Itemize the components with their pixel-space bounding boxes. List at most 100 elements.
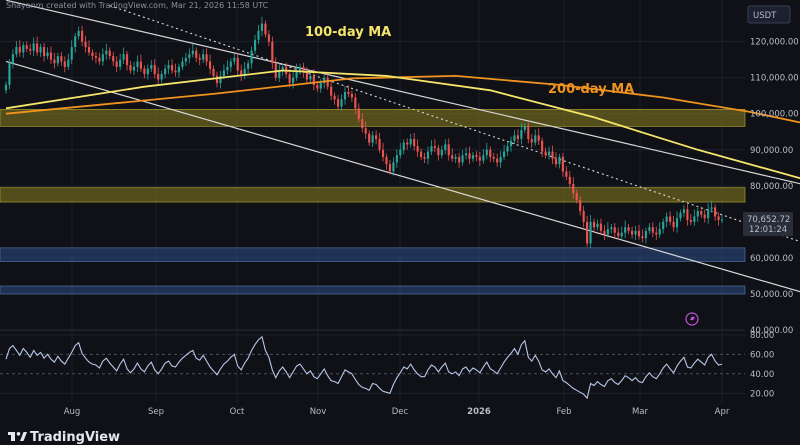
time-tick-label: Dec — [392, 407, 409, 417]
candle-body — [330, 86, 333, 96]
candle-body — [250, 50, 253, 64]
candle-body — [579, 200, 582, 212]
candle-body — [610, 227, 613, 230]
candle-body — [485, 149, 488, 156]
candle-body — [202, 54, 205, 60]
candle-body — [696, 211, 699, 217]
candle-body — [153, 65, 156, 75]
tradingview-logo[interactable]: TradingView — [8, 430, 120, 445]
price-tick-label: 90,000.00 — [750, 146, 793, 156]
candle-body — [295, 70, 298, 78]
candle-body — [260, 23, 264, 31]
rsi-grid — [0, 334, 745, 394]
candle-body — [326, 77, 329, 87]
supply-zone — [0, 187, 746, 203]
candle-body — [693, 216, 696, 222]
candle-body — [157, 74, 160, 80]
candle-body — [139, 61, 142, 69]
candle-body — [648, 227, 651, 231]
candle-body — [520, 129, 523, 139]
candle-body — [288, 74, 291, 84]
candle-body — [74, 36, 77, 48]
price-tick-label: 100,000.00 — [750, 110, 799, 120]
candle-body — [22, 45, 25, 53]
candle-body — [413, 138, 416, 147]
candle-body — [60, 56, 63, 62]
candle-body — [482, 155, 485, 161]
candle-body — [665, 216, 668, 222]
candle-body — [599, 223, 603, 231]
candle-body — [634, 230, 637, 235]
candle-body — [689, 220, 692, 222]
candle-body — [129, 65, 132, 71]
candle-body — [170, 65, 174, 71]
candle-body — [527, 126, 530, 139]
price-tick-label: 80,000.00 — [750, 182, 793, 192]
candle-body — [167, 65, 170, 69]
candle-body — [375, 135, 378, 139]
candle-body — [302, 66, 305, 73]
candle-body — [119, 59, 122, 67]
moving-average-layer — [5, 69, 800, 180]
candle-body — [49, 52, 53, 60]
candle-body — [541, 140, 544, 152]
time-tick-label: Aug — [64, 407, 81, 417]
lightning-icon-ring — [685, 312, 699, 326]
lightning-icon[interactable] — [685, 312, 699, 326]
lightning-icon-bolt — [690, 314, 695, 324]
rsi-axis: 80.00 60.00 40.00 20.00 — [750, 331, 774, 399]
candle-body — [271, 41, 274, 64]
candle-body — [700, 211, 703, 215]
demand-zone — [0, 285, 746, 295]
candle-body — [319, 83, 322, 89]
time-tick-label: Nov — [310, 407, 327, 417]
candle-body — [253, 39, 257, 51]
candle-body — [575, 193, 578, 201]
candle-body — [686, 209, 689, 221]
candle-body — [530, 138, 533, 143]
candle-body — [451, 155, 454, 159]
candle-body — [682, 209, 686, 213]
candle-body — [714, 207, 717, 217]
candle-body — [620, 232, 623, 237]
time-tick-label: 2026 — [467, 407, 491, 417]
candle-body — [354, 97, 357, 109]
currency-badge[interactable]: USDT — [747, 5, 791, 24]
candle-body — [655, 232, 658, 235]
candle-body — [388, 164, 392, 172]
candle-body — [84, 41, 87, 48]
candle-body — [143, 68, 146, 75]
candle-body — [81, 30, 84, 42]
candle-body — [492, 156, 495, 159]
candle-body — [644, 230, 647, 239]
candle-body — [596, 223, 599, 228]
candle-body — [624, 227, 627, 233]
candle-body — [547, 151, 551, 156]
candle-body — [350, 93, 353, 98]
candle-body — [658, 229, 661, 235]
candle-body — [506, 146, 509, 152]
candle-body — [464, 153, 468, 156]
candle-body — [406, 142, 409, 145]
candle-body — [39, 47, 42, 53]
last-price-box — [743, 212, 793, 236]
candle-body — [292, 77, 295, 84]
candle-body — [703, 214, 706, 219]
candle-body — [710, 207, 713, 210]
candle-body — [233, 57, 236, 62]
time-tick-label: Oct — [230, 407, 245, 417]
candle-body — [222, 70, 225, 76]
candle-body — [707, 209, 710, 219]
time-tick-label: Sep — [148, 407, 164, 417]
price-tick-label: 110,000.00 — [750, 74, 799, 84]
candle-body — [29, 48, 32, 51]
candle-body — [136, 61, 139, 67]
rsi-series-line — [5, 335, 723, 400]
ma100-annotation: 100-day MA — [305, 25, 391, 40]
candle-body — [489, 149, 492, 157]
candle-body — [496, 158, 499, 163]
candle-body — [378, 138, 381, 150]
candle-body — [364, 128, 367, 134]
candle-body — [278, 70, 281, 78]
